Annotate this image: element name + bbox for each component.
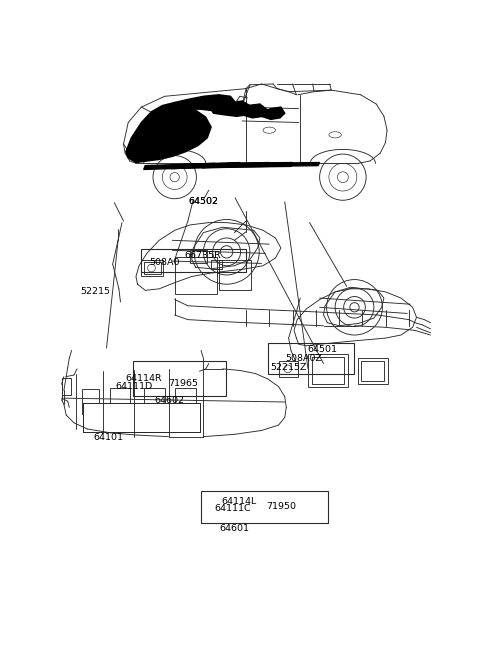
Text: 64502: 64502 bbox=[188, 197, 218, 206]
Text: 52215Z: 52215Z bbox=[270, 363, 307, 371]
Text: 71965: 71965 bbox=[168, 379, 198, 388]
Text: 64501: 64501 bbox=[307, 345, 337, 354]
Text: 64601: 64601 bbox=[220, 524, 250, 533]
Polygon shape bbox=[211, 101, 252, 117]
Text: 508A0: 508A0 bbox=[149, 257, 180, 267]
Bar bbox=[278, 361, 298, 377]
Bar bbox=[359, 358, 388, 384]
Polygon shape bbox=[171, 162, 240, 169]
Text: 64111D: 64111D bbox=[116, 382, 153, 391]
Text: 64101: 64101 bbox=[94, 433, 123, 442]
Bar bbox=[202, 491, 328, 523]
Bar bbox=[82, 389, 99, 413]
Polygon shape bbox=[175, 95, 237, 112]
Bar bbox=[61, 378, 71, 395]
Text: 64602: 64602 bbox=[155, 396, 185, 405]
Polygon shape bbox=[144, 163, 215, 170]
Bar bbox=[308, 354, 348, 386]
Polygon shape bbox=[258, 162, 320, 166]
Bar bbox=[360, 361, 384, 381]
Polygon shape bbox=[126, 102, 211, 162]
Text: 64114R: 64114R bbox=[125, 374, 162, 383]
Text: 71950: 71950 bbox=[266, 502, 297, 511]
Bar bbox=[268, 343, 354, 373]
Bar bbox=[190, 250, 207, 263]
Bar bbox=[175, 388, 196, 415]
Text: 508A0Z: 508A0Z bbox=[285, 354, 322, 363]
Bar bbox=[144, 388, 166, 415]
Bar bbox=[142, 259, 163, 276]
Bar bbox=[175, 257, 217, 294]
Bar bbox=[141, 249, 246, 272]
Bar bbox=[132, 361, 226, 396]
Text: 64111C: 64111C bbox=[215, 504, 251, 513]
Text: 64114L: 64114L bbox=[222, 496, 257, 506]
Bar bbox=[83, 403, 200, 432]
Bar bbox=[219, 259, 252, 290]
Text: 64502: 64502 bbox=[188, 197, 218, 206]
Polygon shape bbox=[229, 162, 292, 167]
Bar bbox=[144, 262, 161, 274]
Bar bbox=[312, 356, 345, 384]
Polygon shape bbox=[202, 162, 269, 168]
Text: 66735R: 66735R bbox=[185, 251, 222, 260]
Polygon shape bbox=[260, 107, 285, 119]
Text: 52215: 52215 bbox=[81, 288, 110, 297]
Bar bbox=[211, 259, 222, 269]
Bar bbox=[110, 388, 130, 415]
Polygon shape bbox=[237, 104, 268, 118]
Bar bbox=[83, 403, 200, 432]
